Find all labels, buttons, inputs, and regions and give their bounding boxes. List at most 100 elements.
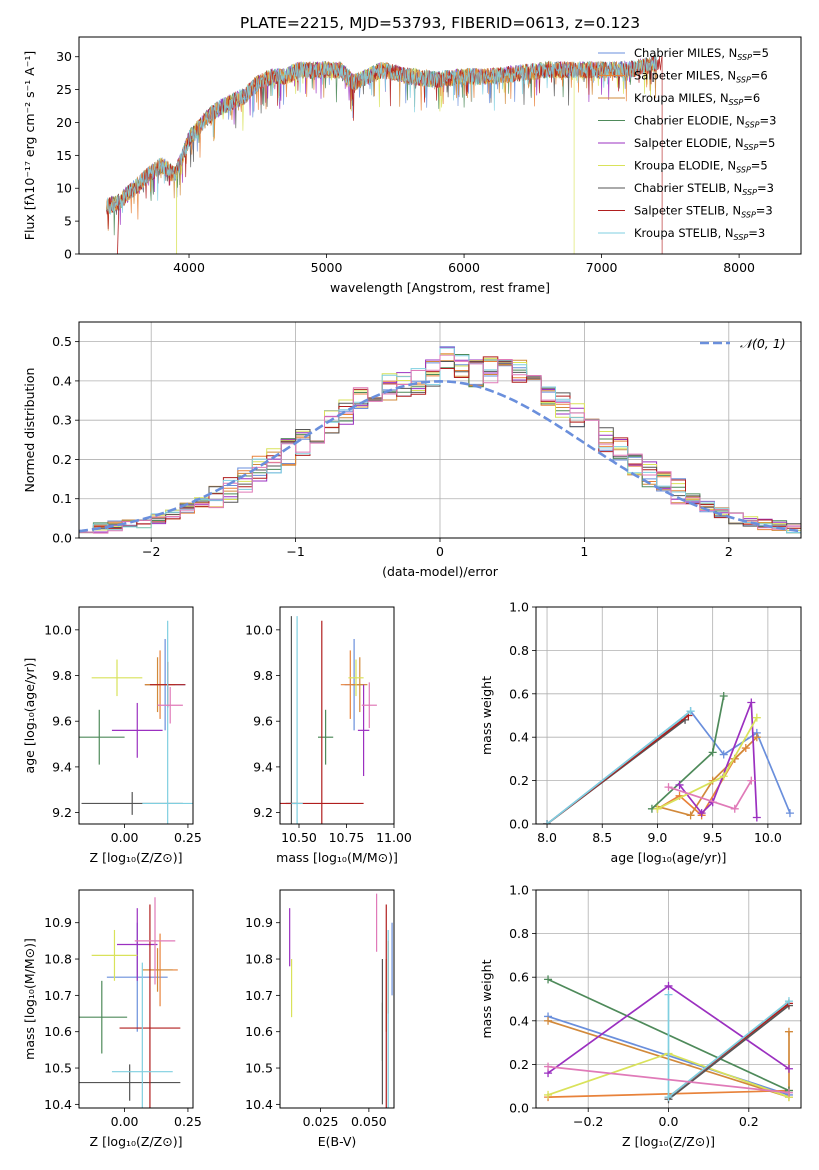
y-tick-label: 10.4: [44, 1097, 72, 1112]
x-axis-label: Z [log₁₀(Z/Z⊙)]: [90, 850, 183, 865]
y-tick-label: 9.8: [52, 668, 72, 683]
x-tick-label: 4000: [173, 260, 205, 275]
y-tick-label: 9.6: [253, 714, 273, 729]
x-tick-label: 1: [580, 544, 588, 559]
x-tick-label: 8.0: [537, 830, 557, 845]
weight-marker-3-1: [708, 748, 717, 757]
y-tick-label: 1.0: [509, 883, 529, 898]
normal-curve: [79, 379, 799, 533]
legend-label: Chabrier ELODIE, NSSP=3: [634, 114, 776, 130]
weight-marker-4-2: [784, 1064, 793, 1073]
plot-frame: [535, 606, 802, 825]
weight-marker-8-0: [543, 820, 552, 824]
x-tick-label: 0.00: [111, 1114, 139, 1129]
y-tick-label: 0.8: [509, 926, 529, 941]
weight-series-1: [657, 747, 747, 817]
spectrum-series-8: [106, 56, 657, 215]
weight-marker-0-2: [719, 750, 728, 759]
weight-marker-8-0: [664, 990, 673, 999]
y-tick-label: 0.4: [52, 373, 72, 388]
y-tick-label: 0.6: [509, 686, 529, 701]
x-axis-label: wavelength [Angstrom, rest frame]: [330, 280, 550, 295]
y-tick-label: 0.4: [509, 730, 529, 745]
plot-frame: [78, 36, 802, 255]
chart-age_vs_mass: 10.50 10.75 11.00 9.2 9.4 9.6 9.8 10.0 mass [log…: [245, 606, 412, 865]
plot-frame: [279, 889, 395, 1109]
weight-series-4: [678, 702, 758, 818]
x-tick-label: 11.00: [376, 830, 412, 845]
weight-marker-4-4: [752, 813, 761, 822]
y-tick-label: 0.8: [509, 643, 529, 658]
x-axis-label: Z [log₁₀(Z/Z⊙)]: [90, 1134, 183, 1149]
y-tick-label: 9.4: [253, 759, 273, 774]
y-tick-label: 0.0: [509, 1101, 529, 1116]
weight-marker-2-2: [784, 1027, 793, 1036]
y-axis-label: mass weight: [479, 676, 494, 755]
plot-frame: [78, 889, 194, 1109]
x-tick-label: 8000: [723, 260, 755, 275]
legend-label: Kroupa MILES, NSSP=6: [634, 91, 760, 107]
y-tick-label: 10: [56, 181, 72, 196]
y-tick-label: 25: [56, 82, 72, 97]
errorbar-group: [79, 620, 193, 824]
histogram-group: [79, 346, 801, 538]
y-tick-label: 0.2: [509, 773, 529, 788]
weight-marker-5-1: [719, 772, 728, 781]
x-tick-label: 0.025: [303, 1114, 339, 1129]
y-tick-label: 9.2: [253, 805, 273, 820]
y-tick-label: 10.0: [44, 622, 72, 637]
legend-label: Chabrier MILES, NSSP=5: [634, 46, 769, 62]
weight-marker-5-2: [752, 713, 761, 722]
histogram-series-9: [79, 354, 801, 538]
weight-marker-9-2: [747, 776, 756, 785]
spectrum-series-5: [106, 57, 657, 254]
x-tick-label: −2: [142, 544, 160, 559]
y-tick-label: 10.6: [245, 1024, 273, 1039]
chart-weight_vs_age: 8.0 8.5 9.0 9.5 10.0 0.0 0.2 0.4 0.6 0.8 1.0 age [l…: [479, 600, 802, 865]
weight-marker-3-0: [544, 975, 553, 984]
x-tick-label: 10.50: [281, 830, 317, 845]
x-tick-label: 0.25: [174, 830, 202, 845]
legend-label: Salpeter ELODIE, NSSP=5: [634, 136, 775, 152]
weight-marker-0-4: [785, 809, 794, 818]
chart-age_vs_Z: 0.00 0.25 9.2 9.4 9.6 9.8 10.0 Z [log₁₀(Z/Z⊙)] a…: [22, 606, 202, 865]
figure-title: PLATE=2215, MJD=53793, FIBERID=0613, z=0…: [240, 14, 640, 32]
x-tick-label: 0.2: [739, 1114, 759, 1129]
weight-marker-8-1: [664, 1093, 673, 1102]
y-tick-label: 10.9: [245, 915, 273, 930]
chart-spectrum: 4000 5000 6000 7000 8000 0 5 10 15 20 25 30 waveleng…: [22, 36, 802, 295]
y-tick-label: 30: [56, 49, 72, 64]
histogram-series-8: [79, 347, 801, 538]
spectrum-edge-salpeter-stelib: [117, 201, 120, 254]
y-tick-label: 0: [64, 247, 72, 262]
x-axis-label: (data-model)/error: [382, 564, 499, 579]
plot-frame: [78, 606, 194, 825]
y-tick-label: 10.5: [44, 1061, 72, 1076]
weight-marker-4-1: [664, 981, 673, 990]
y-tick-label: 0.0: [509, 817, 529, 832]
weight-marker-2-0: [544, 1016, 553, 1025]
y-tick-label: 10.6: [44, 1024, 72, 1039]
plot-frame: [78, 321, 802, 539]
legend-label: Kroupa STELIB, NSSP=3: [634, 226, 765, 242]
x-tick-label: 10.75: [329, 830, 365, 845]
legend-label: 𝒩(0, 1): [740, 336, 786, 351]
weight-series-9: [547, 1065, 790, 1094]
x-tick-label: 10.0: [754, 830, 782, 845]
legend-label: Chabrier STELIB, NSSP=3: [634, 181, 774, 197]
x-tick-label: −1: [286, 544, 304, 559]
legend-label: Salpeter MILES, NSSP=6: [634, 69, 768, 85]
y-tick-label: 10.4: [245, 1097, 273, 1112]
x-axis-label: mass [log₁₀(M/M⊙)]: [276, 850, 398, 865]
x-tick-label: 7000: [586, 260, 618, 275]
chart-residuals: −2 −1 0 1 2 0.0 0.1 0.2 0.3 0.4 0.5 (data-model)/er…: [22, 321, 802, 579]
weight-marker-9-0: [664, 783, 673, 792]
x-axis-label: age [log₁₀(age/yr)]: [611, 850, 727, 865]
y-axis-label: Normed distribution: [22, 368, 37, 493]
y-tick-label: 10.8: [245, 952, 273, 967]
x-tick-label: −0.2: [573, 1114, 603, 1129]
weight-lines-group: [544, 975, 793, 1104]
x-tick-label: 6000: [448, 260, 480, 275]
y-tick-label: 9.6: [52, 714, 72, 729]
